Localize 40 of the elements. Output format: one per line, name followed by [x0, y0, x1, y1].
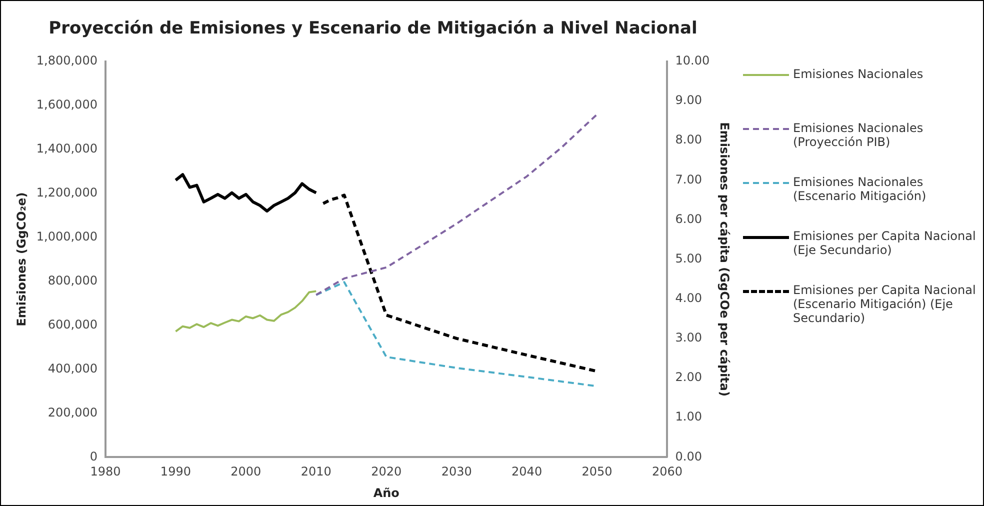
y-tick-label: 1,000,000 [36, 229, 98, 244]
x-tick-label: 2030 [441, 464, 472, 479]
y-tick-label: 0 [90, 449, 98, 464]
x-tick-label: 2050 [582, 464, 612, 479]
x-tick-label: 2020 [371, 464, 402, 479]
y-tick-label: 200,000 [48, 405, 98, 420]
y-tick-label: 1,800,000 [36, 54, 98, 68]
y-tick-label: 1,200,000 [36, 185, 98, 200]
y2-tick-label: 5.00 [675, 251, 702, 266]
x-tick-label: 2010 [300, 464, 332, 479]
x-tick-label: 2040 [512, 464, 542, 479]
x-tick-label: 2000 [230, 464, 262, 479]
y2-tick-label: 8.00 [675, 132, 702, 147]
y2-tick-label: 2.00 [675, 370, 702, 384]
y-axis-title: Emisiones (GgCO₂e) [14, 192, 28, 326]
y-tick-label: 400,000 [48, 361, 98, 376]
y-tick-label: 800,000 [48, 273, 98, 288]
legend-label: Emisiones per Capita Nacional (Escenario Mitigación) (Eje Secundario) [793, 283, 977, 325]
y2-tick-label: 3.00 [675, 330, 702, 345]
legend-label: Emisiones Nacionales (Proyección PIB) [793, 121, 924, 149]
y-tick-label: 600,000 [48, 317, 98, 332]
x-tick-label: 2060 [652, 464, 683, 479]
legend-label: Emisiones Nacionales (Escenario Mitigación) [793, 175, 928, 203]
y2-axis-title: Emisiones per cápita (GgCOe per cápita) [718, 122, 732, 396]
y2-tick-label: 4.00 [675, 291, 702, 306]
y2-tick-label: 1.00 [675, 410, 702, 424]
x-tick-label: 1990 [160, 464, 191, 479]
chart-title: Proyección de Emisiones y Escenario de Mitigación a Nivel Nacional [48, 18, 698, 39]
y2-tick-label: 6.00 [675, 212, 702, 226]
y2-tick-label: 7.00 [675, 172, 702, 186]
x-axis-title: Año [373, 486, 400, 500]
legend-label: Emisiones per Capita Nacional (Eje Secundario) [793, 229, 977, 257]
x-tick-label: 1980 [90, 464, 121, 479]
legend-label: Emisiones Nacionales [793, 67, 924, 81]
y2-tick-label: 10.00 [675, 54, 710, 68]
y2-tick-label: 9.00 [675, 93, 702, 108]
y-tick-label: 1,600,000 [36, 98, 98, 112]
line-series [315, 113, 598, 296]
y2-tick-label: 0.00 [675, 449, 702, 464]
y-tick-label: 1,400,000 [36, 141, 98, 156]
